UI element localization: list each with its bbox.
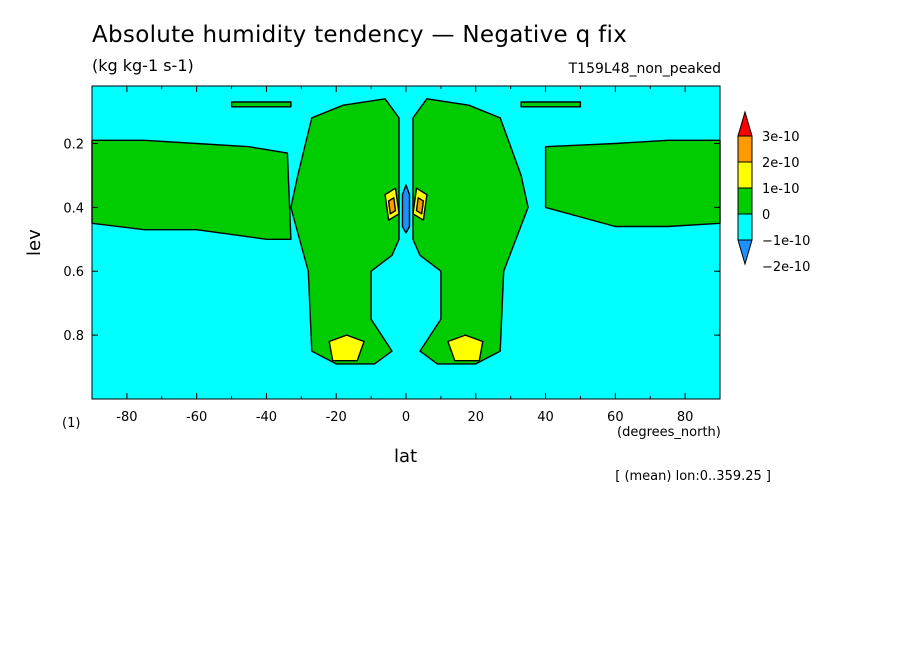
contour-region-8 (387, 197, 397, 215)
x-tick-label: 60 (607, 410, 624, 425)
colorbar-label: 2e-10 (762, 156, 800, 171)
x-axis-unit: (degrees_north) (617, 425, 721, 440)
y-tick-label: 0.2 (63, 137, 84, 152)
contour-region-0 (91, 139, 292, 241)
colorbar-top-arrow (737, 110, 753, 137)
contour-region-3 (412, 98, 529, 365)
x-axis-label: lat (394, 446, 418, 467)
contour-region-1 (544, 139, 721, 228)
colorbar-swatch (737, 187, 753, 215)
averaging-note: [ (mean) lon:0..359.25 ] (615, 469, 771, 484)
x-tick-label: 80 (677, 410, 694, 425)
chart-subtitle: (kg kg-1 s-1) (92, 56, 194, 75)
colorbar-label: −2e-10 (762, 260, 810, 275)
contour-region-11 (230, 101, 292, 108)
colorbar-label: 0 (762, 208, 770, 223)
contour-region-4 (328, 334, 365, 362)
chart-title: Absolute humidity tendency — Negative q … (92, 22, 628, 48)
contour-region-9 (415, 197, 425, 215)
x-tick-label: 0 (402, 410, 410, 425)
contour-region-5 (447, 334, 484, 362)
colorbar-label: 1e-10 (762, 182, 800, 197)
colorbar-bottom-arrow (737, 239, 753, 266)
colorbar-swatch (737, 213, 753, 241)
y-tick-label: 0.4 (63, 201, 84, 216)
colorbar-swatch (737, 135, 753, 163)
x-tick-label: -80 (116, 410, 137, 425)
contour-region-12 (520, 101, 582, 108)
contour-region-10 (401, 184, 411, 234)
x-tick-label: 40 (537, 410, 554, 425)
y-tick-label: 0.6 (63, 265, 84, 280)
x-tick-label: -60 (186, 410, 207, 425)
plot-background (92, 86, 720, 399)
colorbar-label: −1e-10 (762, 234, 810, 249)
contour-region-2 (290, 98, 400, 365)
y-axis-unit: (1) (62, 416, 81, 431)
colorbar-swatch (737, 161, 753, 189)
run-label: T159L48_non_peaked (568, 61, 721, 77)
y-tick-label: 0.8 (63, 329, 84, 344)
colorbar-label: 3e-10 (762, 130, 800, 145)
x-tick-label: -20 (326, 410, 347, 425)
x-tick-label: 20 (468, 410, 485, 425)
x-tick-label: -40 (256, 410, 277, 425)
